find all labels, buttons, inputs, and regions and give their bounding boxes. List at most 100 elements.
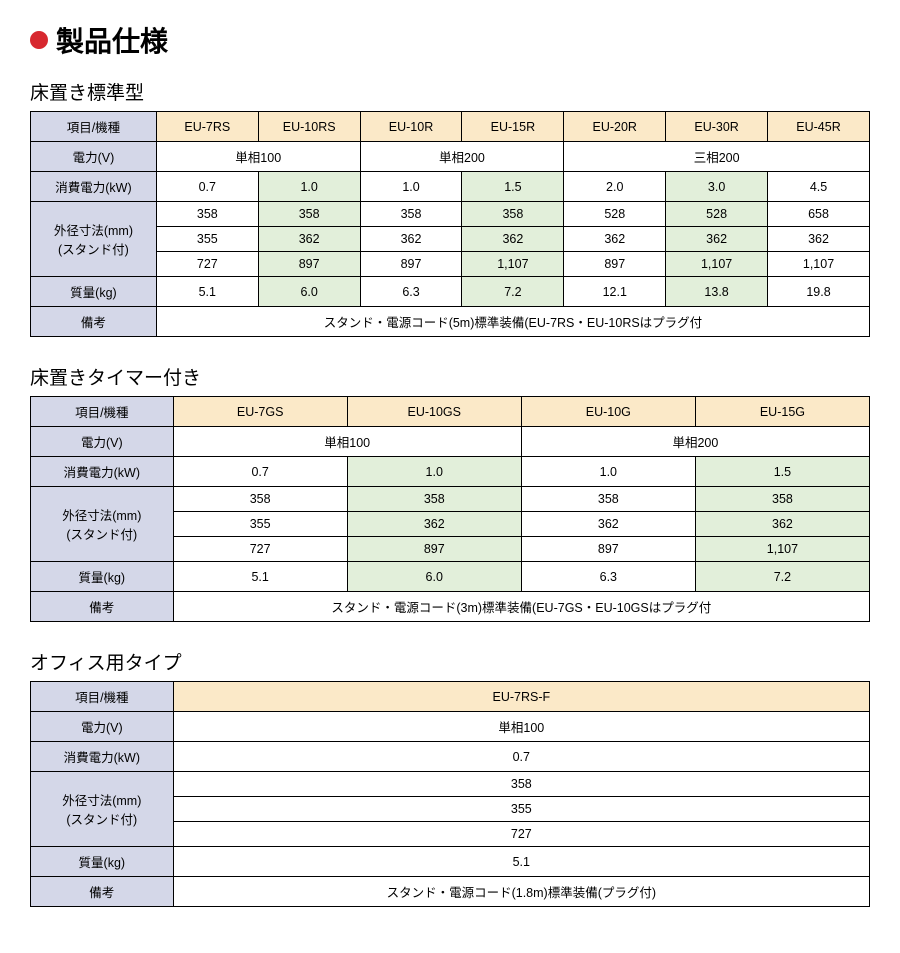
row-label: 質量(kg) bbox=[31, 277, 157, 307]
spec-cell: 362 bbox=[666, 227, 768, 252]
row-label: 外径寸法(mm)(スタンド付) bbox=[31, 202, 157, 277]
spec-cell: 0.7 bbox=[156, 172, 258, 202]
spec-cell: 7.2 bbox=[695, 562, 869, 592]
page-title: 製品仕様 bbox=[30, 20, 870, 60]
row-label: 備考 bbox=[31, 592, 174, 622]
section-title: 床置き標準型 bbox=[30, 78, 870, 105]
spec-cell: 0.7 bbox=[173, 457, 347, 487]
spec-cell: 358 bbox=[258, 202, 360, 227]
spec-cell: 19.8 bbox=[768, 277, 870, 307]
spec-cell: 2.0 bbox=[564, 172, 666, 202]
model-header: EU-10G bbox=[521, 397, 695, 427]
spec-cell: 358 bbox=[360, 202, 462, 227]
header-label: 項目/機種 bbox=[31, 682, 174, 712]
spec-cell: 単相200 bbox=[521, 427, 869, 457]
spec-cell: 362 bbox=[768, 227, 870, 252]
spec-cell: 1.5 bbox=[695, 457, 869, 487]
spec-cell: 単相200 bbox=[360, 142, 564, 172]
spec-table: 項目/機種EU-7RSEU-10RSEU-10REU-15REU-20REU-3… bbox=[30, 111, 870, 337]
model-header: EU-10RS bbox=[258, 112, 360, 142]
spec-cell: 1,107 bbox=[462, 252, 564, 277]
spec-cell: 528 bbox=[564, 202, 666, 227]
row-label: 電力(V) bbox=[31, 427, 174, 457]
model-header: EU-15G bbox=[695, 397, 869, 427]
spec-cell: 1,107 bbox=[695, 537, 869, 562]
model-header: EU-10R bbox=[360, 112, 462, 142]
spec-cell: 1.0 bbox=[521, 457, 695, 487]
spec-cell: 362 bbox=[695, 512, 869, 537]
row-label: 消費電力(kW) bbox=[31, 742, 174, 772]
spec-cell: 355 bbox=[173, 797, 869, 822]
spec-cell: 5.1 bbox=[173, 847, 869, 877]
spec-cell: 5.1 bbox=[156, 277, 258, 307]
spec-cell: 単相100 bbox=[173, 712, 869, 742]
row-label: 電力(V) bbox=[31, 142, 157, 172]
spec-cell: 362 bbox=[360, 227, 462, 252]
spec-cell: スタンド・電源コード(1.8m)標準装備(プラグ付) bbox=[173, 877, 869, 907]
spec-cell: 12.1 bbox=[564, 277, 666, 307]
spec-cell: 897 bbox=[360, 252, 462, 277]
spec-cell: 897 bbox=[258, 252, 360, 277]
spec-cell: 1.0 bbox=[347, 457, 521, 487]
spec-cell: 5.1 bbox=[173, 562, 347, 592]
spec-cell: 358 bbox=[462, 202, 564, 227]
model-header: EU-20R bbox=[564, 112, 666, 142]
spec-cell: 単相100 bbox=[156, 142, 360, 172]
spec-cell: 362 bbox=[258, 227, 360, 252]
row-label: 備考 bbox=[31, 877, 174, 907]
spec-cell: スタンド・電源コード(5m)標準装備(EU-7RS・EU-10RSはプラグ付 bbox=[156, 307, 869, 337]
row-label: 質量(kg) bbox=[31, 847, 174, 877]
spec-cell: 897 bbox=[347, 537, 521, 562]
spec-cell: 727 bbox=[173, 822, 869, 847]
model-header: EU-7RS-F bbox=[173, 682, 869, 712]
model-header: EU-7RS bbox=[156, 112, 258, 142]
spec-cell: 362 bbox=[521, 512, 695, 537]
spec-cell: 355 bbox=[173, 512, 347, 537]
spec-cell: 528 bbox=[666, 202, 768, 227]
spec-cell: 358 bbox=[695, 487, 869, 512]
spec-cell: 358 bbox=[173, 772, 869, 797]
spec-cell: 1,107 bbox=[666, 252, 768, 277]
spec-cell: 727 bbox=[156, 252, 258, 277]
row-label: 備考 bbox=[31, 307, 157, 337]
row-label: 消費電力(kW) bbox=[31, 172, 157, 202]
spec-table: 項目/機種EU-7RS-F電力(V)単相100消費電力(kW)0.7外径寸法(m… bbox=[30, 681, 870, 907]
model-header: EU-7GS bbox=[173, 397, 347, 427]
spec-cell: 658 bbox=[768, 202, 870, 227]
spec-cell: 6.3 bbox=[521, 562, 695, 592]
spec-cell: 0.7 bbox=[173, 742, 869, 772]
section-title: 床置きタイマー付き bbox=[30, 363, 870, 390]
spec-cell: 7.2 bbox=[462, 277, 564, 307]
spec-cell: 897 bbox=[521, 537, 695, 562]
model-header: EU-30R bbox=[666, 112, 768, 142]
spec-cell: スタンド・電源コード(3m)標準装備(EU-7GS・EU-10GSはプラグ付 bbox=[173, 592, 869, 622]
spec-cell: 3.0 bbox=[666, 172, 768, 202]
tables-container: 床置き標準型項目/機種EU-7RSEU-10RSEU-10REU-15REU-2… bbox=[30, 78, 870, 907]
row-label: 電力(V) bbox=[31, 712, 174, 742]
spec-cell: 362 bbox=[347, 512, 521, 537]
spec-cell: 362 bbox=[462, 227, 564, 252]
page-title-text: 製品仕様 bbox=[56, 20, 168, 60]
spec-cell: 1.0 bbox=[258, 172, 360, 202]
header-label: 項目/機種 bbox=[31, 397, 174, 427]
bullet-icon bbox=[30, 31, 48, 49]
row-label: 消費電力(kW) bbox=[31, 457, 174, 487]
row-label: 外径寸法(mm)(スタンド付) bbox=[31, 772, 174, 847]
model-header: EU-45R bbox=[768, 112, 870, 142]
row-label: 外径寸法(mm)(スタンド付) bbox=[31, 487, 174, 562]
spec-cell: 6.0 bbox=[258, 277, 360, 307]
spec-cell: 6.0 bbox=[347, 562, 521, 592]
spec-cell: 358 bbox=[173, 487, 347, 512]
spec-cell: 362 bbox=[564, 227, 666, 252]
header-label: 項目/機種 bbox=[31, 112, 157, 142]
spec-cell: 4.5 bbox=[768, 172, 870, 202]
spec-cell: 13.8 bbox=[666, 277, 768, 307]
spec-cell: 6.3 bbox=[360, 277, 462, 307]
spec-table: 項目/機種EU-7GSEU-10GSEU-10GEU-15G電力(V)単相100… bbox=[30, 396, 870, 622]
spec-cell: 355 bbox=[156, 227, 258, 252]
spec-cell: 897 bbox=[564, 252, 666, 277]
model-header: EU-15R bbox=[462, 112, 564, 142]
spec-cell: 1.5 bbox=[462, 172, 564, 202]
spec-cell: 727 bbox=[173, 537, 347, 562]
spec-cell: 単相100 bbox=[173, 427, 521, 457]
